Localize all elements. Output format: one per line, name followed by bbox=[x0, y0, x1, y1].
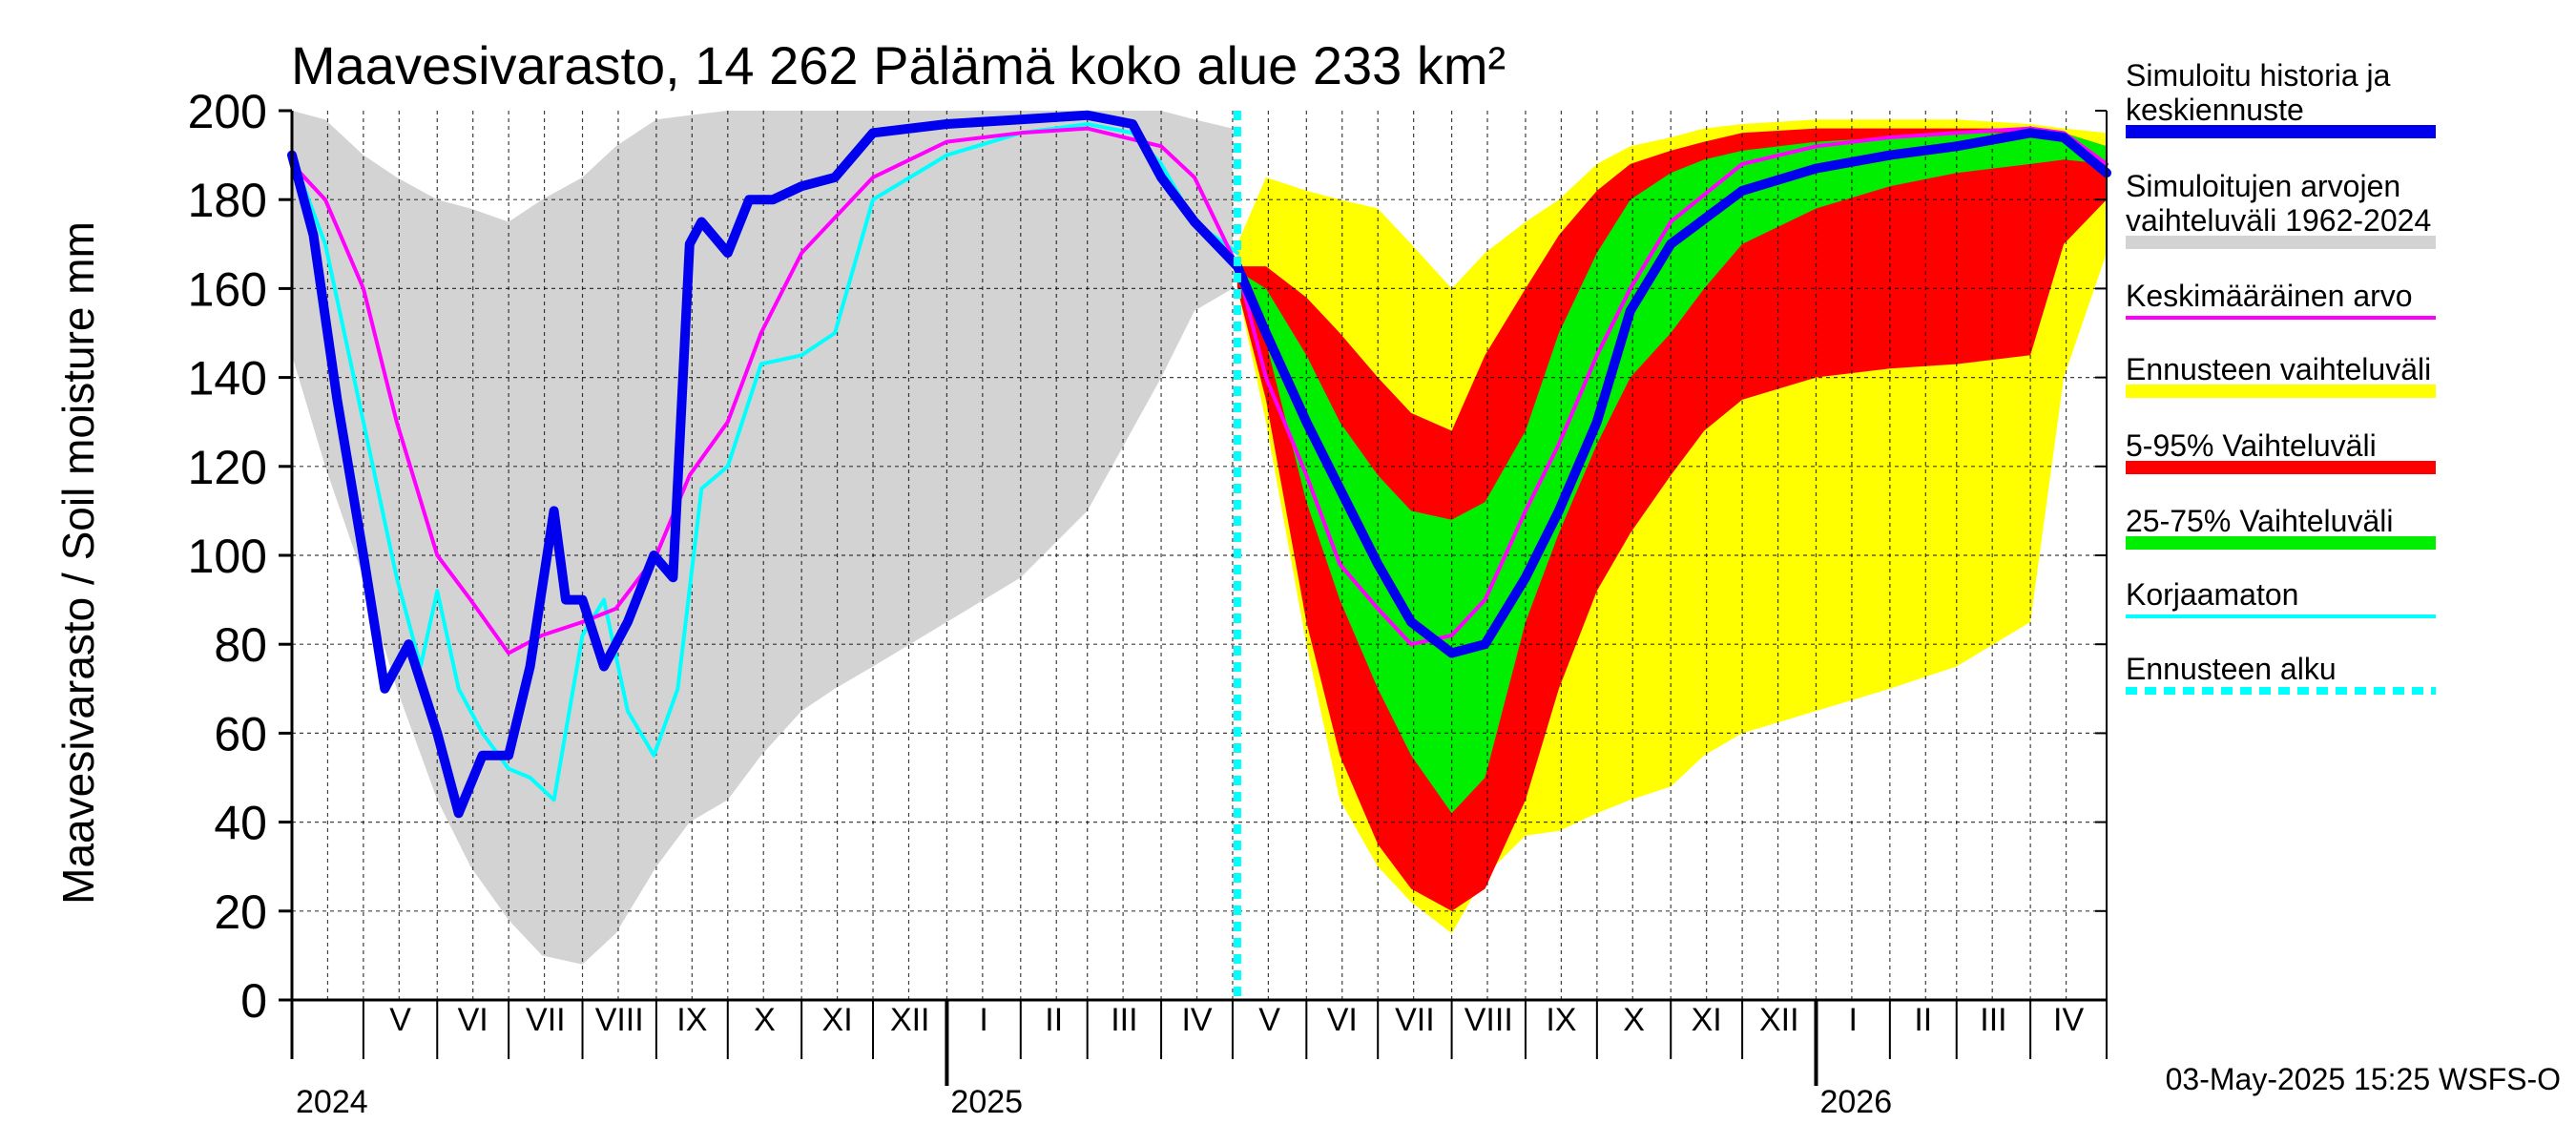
y-tick-label-60: 60 bbox=[214, 707, 267, 760]
month-label-10: III bbox=[1111, 1002, 1137, 1038]
month-label-19: XII bbox=[1759, 1002, 1799, 1038]
y-tick-label-40: 40 bbox=[214, 797, 267, 850]
y-tick-label-140: 140 bbox=[188, 352, 267, 406]
year-label-2024: 2024 bbox=[296, 1084, 368, 1120]
y-tick-label-160: 160 bbox=[188, 262, 267, 316]
month-label-18: XI bbox=[1692, 1002, 1722, 1038]
month-label-20: I bbox=[1848, 1002, 1857, 1038]
y-tick-label-0: 0 bbox=[240, 974, 267, 1028]
month-label-0: V bbox=[389, 1002, 411, 1038]
month-label-17: X bbox=[1623, 1002, 1645, 1038]
month-label-6: XI bbox=[822, 1002, 853, 1038]
y-tick-label-80: 80 bbox=[214, 618, 267, 672]
legend-label-5: 5-95% Vaihteluväli bbox=[2126, 428, 2377, 463]
y-tick-label-100: 100 bbox=[188, 530, 267, 583]
y-axis-label: Maavesivarasto / Soil moisture mm bbox=[53, 221, 103, 905]
legend-label-1: Simuloitu historia ja keskiennuste bbox=[2126, 58, 2391, 127]
month-label-4: IX bbox=[676, 1002, 707, 1038]
footer-timestamp: 03-May-2025 15:25 WSFS-O bbox=[2166, 1062, 2561, 1096]
y-tick-label-120: 120 bbox=[188, 441, 267, 494]
month-label-5: X bbox=[754, 1002, 776, 1038]
month-label-15: VIII bbox=[1465, 1002, 1513, 1038]
month-label-22: III bbox=[1980, 1002, 2006, 1038]
legend-label-3: Keskimääräinen arvo bbox=[2126, 279, 2413, 313]
legend-label-4: Ennusteen vaihteluväli bbox=[2126, 352, 2431, 386]
band-layer bbox=[292, 111, 2107, 965]
month-label-16: IX bbox=[1546, 1002, 1576, 1038]
month-label-21: II bbox=[1914, 1002, 1932, 1038]
band-1 bbox=[292, 111, 1233, 965]
legend-label-6: 25-75% Vaihteluväli bbox=[2126, 504, 2393, 538]
legend: Simuloitu historia ja keskiennuste Simuloi… bbox=[2126, 58, 2436, 695]
grid-layer bbox=[292, 111, 2107, 1000]
month-label-11: IV bbox=[1181, 1002, 1212, 1038]
year-label-2025: 2025 bbox=[950, 1084, 1023, 1120]
month-label-3: VIII bbox=[595, 1002, 644, 1038]
month-label-8: I bbox=[979, 1002, 987, 1038]
year-label-2026: 2026 bbox=[1819, 1084, 1892, 1120]
month-label-9: II bbox=[1045, 1002, 1063, 1038]
chart-title: Maavesivarasto, 14 262 Pälämä koko alue … bbox=[291, 35, 1506, 95]
month-label-14: VII bbox=[1395, 1002, 1435, 1038]
legend-label-8: Ennusteen alku bbox=[2126, 652, 2337, 686]
legend-label-7: Korjaamaton bbox=[2126, 577, 2298, 612]
month-label-2: VII bbox=[526, 1002, 566, 1038]
month-label-7: XII bbox=[890, 1002, 930, 1038]
y-tick-label-180: 180 bbox=[188, 174, 267, 227]
month-label-23: IV bbox=[2053, 1002, 2084, 1038]
legend-label-2: Simuloitujen arvojen vaihteluväli 1962-20… bbox=[2126, 169, 2431, 238]
band-4 bbox=[1236, 133, 2107, 814]
y-tick-label-200: 200 bbox=[188, 85, 267, 138]
month-label-12: V bbox=[1258, 1002, 1280, 1038]
month-label-1: VI bbox=[458, 1002, 488, 1038]
series-line-3 bbox=[287, 110, 2111, 819]
line-layer bbox=[287, 110, 2111, 1000]
y-tick-label-20: 20 bbox=[214, 885, 267, 939]
month-label-13: VI bbox=[1327, 1002, 1358, 1038]
